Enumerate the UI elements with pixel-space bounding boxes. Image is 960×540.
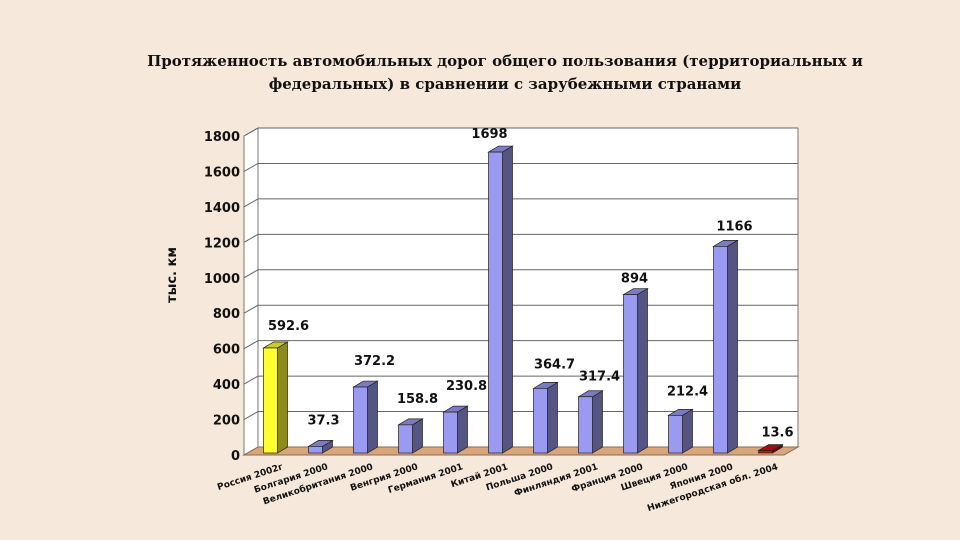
bar-front xyxy=(533,388,548,454)
data-label-3: 158.8 xyxy=(397,392,438,407)
y-tick-label: 0 xyxy=(231,449,240,464)
bar-front xyxy=(263,347,278,454)
bar-front xyxy=(308,446,323,454)
data-labels: 592.6 37.3 372.2 158.8 230.8 1698 364.7 317.4 89… xyxy=(268,127,794,441)
bar-11 xyxy=(757,443,784,454)
bar-9 xyxy=(667,408,694,454)
plot-area xyxy=(242,127,800,456)
gridline-side xyxy=(243,233,259,243)
data-label-5: 1698 xyxy=(471,127,507,142)
data-label-1: 37.3 xyxy=(307,413,339,428)
bar-front xyxy=(353,386,368,454)
data-label-9: 212.4 xyxy=(667,384,708,399)
gridline-side xyxy=(243,375,259,385)
y-tick-label: 1200 xyxy=(204,236,240,251)
data-label-7: 317.4 xyxy=(579,370,620,385)
data-label-11: 13.6 xyxy=(761,426,793,441)
y-tick-label: 1800 xyxy=(204,130,240,145)
bar-side xyxy=(592,390,603,454)
gridline-side xyxy=(243,198,259,208)
bar-front xyxy=(398,424,413,454)
bar-3 xyxy=(397,418,424,454)
bar-10 xyxy=(712,239,739,454)
gridline-side xyxy=(243,269,259,279)
bar-side xyxy=(277,341,288,454)
y-tick-label: 1400 xyxy=(204,201,240,216)
plot-floor xyxy=(242,446,800,456)
bar-front xyxy=(488,151,503,454)
bar-2 xyxy=(352,380,379,454)
bar-4 xyxy=(442,405,469,454)
y-tick-label: 200 xyxy=(213,414,240,429)
bar-6 xyxy=(532,381,559,454)
bar-side xyxy=(682,408,693,454)
gridline-side xyxy=(243,411,259,420)
bar-front xyxy=(713,246,728,454)
gridlines xyxy=(243,127,798,420)
y-tick-label: 1000 xyxy=(204,272,240,287)
bar-front xyxy=(443,411,458,454)
bar-1 xyxy=(307,439,334,454)
bar-side xyxy=(457,405,468,454)
gridline-side xyxy=(243,163,259,172)
y-axis-ticks: 0 200 400 600 800 1000 1200 1400 1600 1800 xyxy=(204,130,240,464)
gridline-side xyxy=(243,304,259,314)
gridline-side xyxy=(243,340,259,350)
bar-front xyxy=(623,294,638,454)
y-axis-label: тыс. км xyxy=(165,247,180,303)
bars xyxy=(262,145,784,454)
bar-7 xyxy=(577,390,604,454)
bar-side xyxy=(547,381,558,454)
data-label-0: 592.6 xyxy=(268,319,309,334)
chart-title: Протяженность автомобильных дорог общего… xyxy=(147,52,863,93)
bar-5 xyxy=(487,145,514,454)
bar-side xyxy=(727,239,738,454)
bar-8 xyxy=(622,287,649,454)
data-label-6: 364.7 xyxy=(534,357,575,372)
y-tick-label: 1600 xyxy=(204,165,240,180)
bar-side xyxy=(502,145,513,454)
y-tick-label: 600 xyxy=(213,343,240,358)
bar-front xyxy=(668,415,683,454)
data-label-2: 372.2 xyxy=(354,354,395,369)
plot-side-wall xyxy=(243,127,259,456)
data-label-10: 1166 xyxy=(716,219,752,234)
bar-side xyxy=(367,380,378,454)
y-tick-label: 400 xyxy=(213,378,240,393)
data-label-4: 230.8 xyxy=(446,379,487,394)
y-tick-label: 800 xyxy=(213,307,240,322)
bar-0 xyxy=(262,341,289,454)
plot-back-wall xyxy=(257,127,799,448)
bar-front xyxy=(578,396,593,454)
gridline-side xyxy=(243,127,259,137)
bar-front xyxy=(758,450,773,454)
data-label-8: 894 xyxy=(621,272,648,287)
bar-side xyxy=(637,287,648,454)
